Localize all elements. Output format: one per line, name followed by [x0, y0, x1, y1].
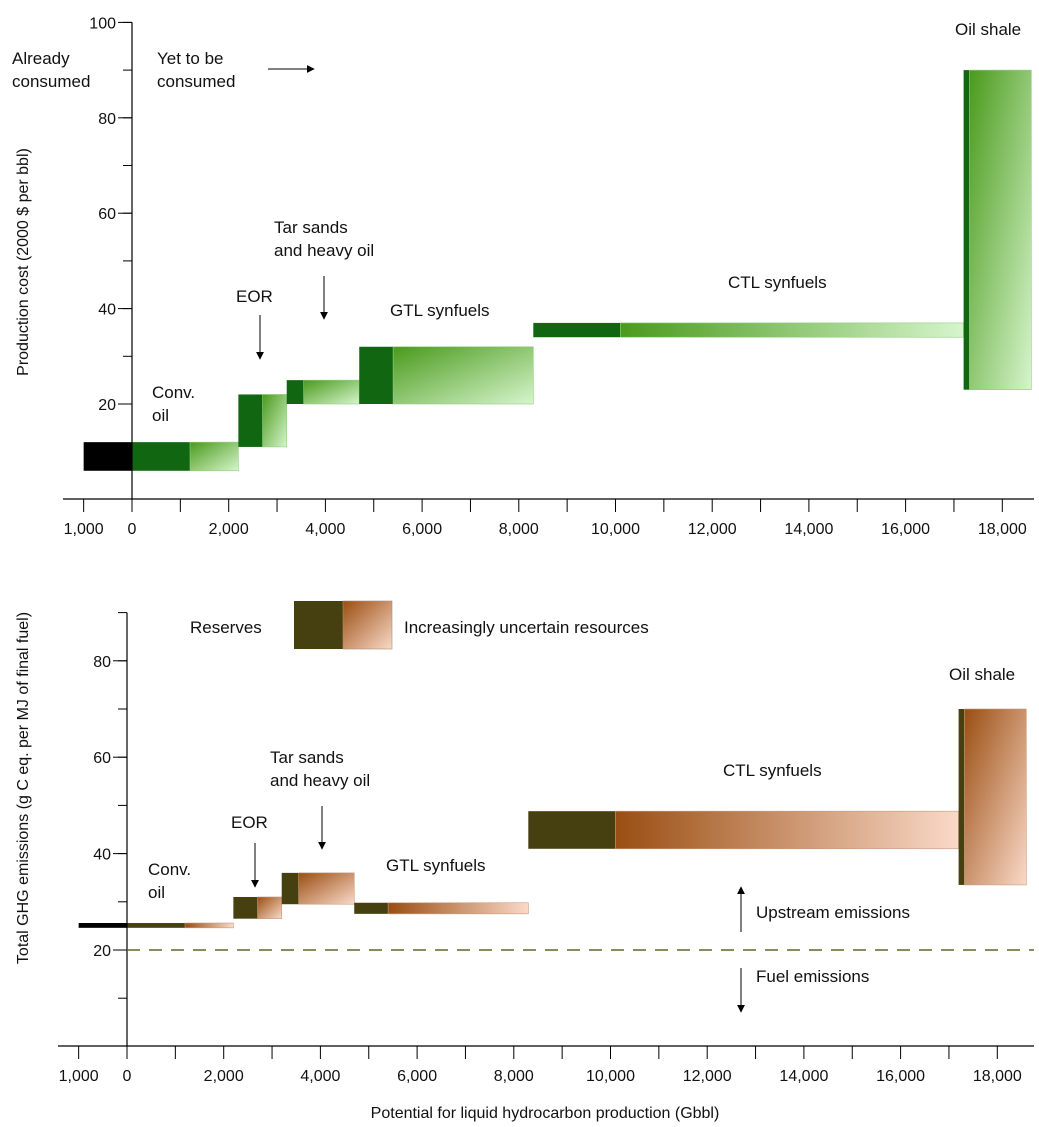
bar-uncertain-resources — [969, 69, 1032, 390]
bar-reserves — [963, 70, 970, 390]
x-tick-label: 1,000 — [59, 1068, 99, 1085]
label-conv-oil-2: oil — [152, 406, 169, 425]
x-tick-label: 12,000 — [683, 1068, 732, 1085]
ghg-emissions-chart: 1,000 0 2,000 4,000 6,000 8,000 10,000 12,000 14… — [15, 600, 1034, 1122]
label-conv-oil-1: Conv. — [152, 383, 195, 402]
y-tick-label: 60 — [98, 206, 116, 223]
label-gtl-synfuels: GTL synfuels — [390, 301, 490, 320]
bar-uncertain-resources — [184, 922, 234, 929]
x-tick-label: 6,000 — [402, 521, 442, 538]
bar-reserves — [238, 394, 263, 447]
legend-label-uncertain: Increasingly uncertain resources — [404, 618, 649, 637]
label-yet-to-be-1: Yet to be — [157, 49, 224, 68]
legend-label-reserves: Reserves — [190, 618, 262, 637]
x-tick-label: 16,000 — [876, 1068, 925, 1085]
label-conv-oil-1: Conv. — [148, 860, 191, 879]
ghg-emissions-bars — [78, 708, 1027, 929]
y-tick-label: 20 — [98, 397, 116, 414]
bar-uncertain-resources — [620, 322, 964, 338]
bar-uncertain-resources — [964, 708, 1027, 886]
label-conv-oil-2: oil — [148, 883, 165, 902]
label-tar-sands-2: and heavy oil — [274, 241, 374, 260]
label-eor: EOR — [231, 813, 268, 832]
y-tick-label: 40 — [93, 847, 111, 864]
label-ctl-synfuels: CTL synfuels — [723, 761, 822, 780]
x-tick-label: 12,000 — [688, 521, 737, 538]
label-ctl-synfuels: CTL synfuels — [728, 273, 827, 292]
x-tick-label: 0 — [123, 1068, 132, 1085]
y-tick-label: 40 — [98, 302, 116, 319]
label-gtl-synfuels: GTL synfuels — [386, 856, 486, 875]
x-tick-label: 16,000 — [881, 521, 930, 538]
x-axis-title: Potential for liquid hydrocarbon product… — [371, 1105, 720, 1122]
x-tick-label: 4,000 — [300, 1068, 340, 1085]
x-tick-label: 2,000 — [209, 521, 249, 538]
x-tick-label: 8,000 — [499, 521, 539, 538]
bar-reserves — [233, 896, 258, 919]
bar-uncertain-resources — [257, 896, 283, 919]
x-tick-label: 14,000 — [784, 521, 833, 538]
ghg-emissions-axes: 1,000 0 2,000 4,000 6,000 8,000 10,000 12,000 14… — [58, 612, 1034, 1085]
bar-reserves — [286, 380, 304, 404]
production-cost-axes: 1,000 0 2,000 4,000 6,000 8,000 10,000 12,000 14… — [63, 15, 1034, 538]
label-yet-to-be-2: consumed — [157, 72, 235, 91]
production-cost-bars — [83, 69, 1032, 472]
bar-uncertain-resources — [392, 346, 534, 405]
label-tar-sands-2: and heavy oil — [270, 771, 370, 790]
x-tick-label: 1,000 — [64, 521, 104, 538]
y-tick-label: 60 — [93, 750, 111, 767]
bar-uncertain-resources — [615, 810, 959, 850]
bar-uncertain-resources — [298, 872, 355, 905]
bar-reserves — [281, 872, 299, 905]
label-tar-sands-1: Tar sands — [274, 218, 348, 237]
label-eor: EOR — [236, 287, 273, 306]
label-already-consumed-1: Already — [12, 49, 70, 68]
y-tick-label: 100 — [89, 15, 116, 32]
y-tick-label: 80 — [98, 111, 116, 128]
y-axis-title-ghg: Total GHG emissions (g C eq. per MJ of f… — [15, 612, 32, 964]
bar-already-consumed — [78, 923, 127, 928]
x-tick-label: 8,000 — [494, 1068, 534, 1085]
x-tick-label: 14,000 — [779, 1068, 828, 1085]
y-axis-title-production-cost: Production cost (2000 $ per bbl) — [15, 148, 32, 376]
x-tick-label: 4,000 — [305, 521, 345, 538]
x-tick-label: 6,000 — [397, 1068, 437, 1085]
x-tick-label: 0 — [128, 521, 137, 538]
legend: Reserves Increasingly uncertain resource… — [190, 600, 649, 650]
y-tick-label: 80 — [93, 654, 111, 671]
bar-reserves — [127, 923, 186, 928]
bar-reserves — [533, 322, 621, 338]
label-tar-sands-1: Tar sands — [270, 748, 344, 767]
bar-uncertain-resources — [189, 441, 239, 472]
production-cost-chart: 1,000 0 2,000 4,000 6,000 8,000 10,000 12,000 14… — [12, 15, 1034, 538]
bar-uncertain-resources — [387, 902, 529, 915]
label-already-consumed-2: consumed — [12, 72, 90, 91]
label-oil-shale: Oil shale — [949, 665, 1015, 684]
bar-reserves — [359, 346, 394, 404]
bar-reserves — [958, 709, 965, 885]
legend-swatch-reserves — [294, 601, 343, 649]
label-upstream-emissions: Upstream emissions — [756, 903, 910, 922]
legend-swatch-uncertain — [342, 600, 393, 650]
x-tick-label: 10,000 — [591, 521, 640, 538]
bar-reserves — [132, 442, 191, 471]
x-tick-label: 2,000 — [204, 1068, 244, 1085]
x-tick-label: 18,000 — [973, 1068, 1022, 1085]
y-tick-label: 20 — [93, 943, 111, 960]
bar-already-consumed — [83, 442, 132, 471]
bar-reserves — [528, 811, 616, 849]
label-fuel-emissions: Fuel emissions — [756, 967, 869, 986]
bar-uncertain-resources — [262, 394, 288, 448]
label-oil-shale: Oil shale — [955, 20, 1021, 39]
bar-reserves — [354, 902, 389, 914]
bar-uncertain-resources — [303, 379, 360, 405]
x-tick-label: 18,000 — [978, 521, 1027, 538]
x-tick-label: 10,000 — [586, 1068, 635, 1085]
